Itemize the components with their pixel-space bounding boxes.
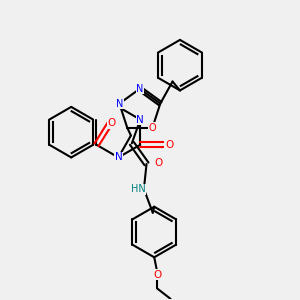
Text: O: O xyxy=(155,158,163,168)
Text: O: O xyxy=(148,123,156,133)
Text: O: O xyxy=(153,269,161,280)
Text: N: N xyxy=(136,84,143,94)
Text: N: N xyxy=(136,115,144,124)
Text: N: N xyxy=(116,99,123,109)
Text: O: O xyxy=(107,118,116,128)
Text: N: N xyxy=(115,152,122,162)
Text: O: O xyxy=(165,140,173,150)
Text: HN: HN xyxy=(131,184,146,194)
